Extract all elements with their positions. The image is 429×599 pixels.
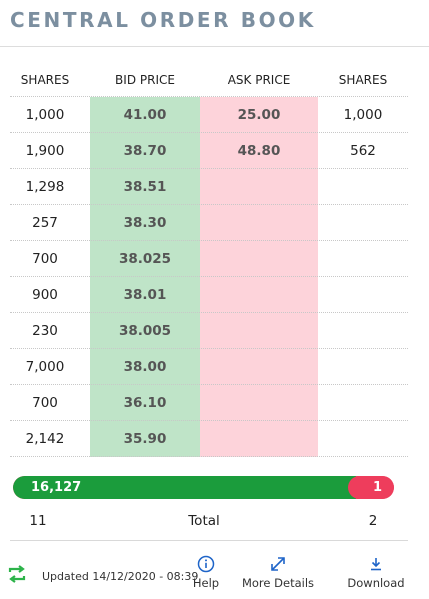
ask-shares-cell (318, 205, 408, 241)
page-title: CENTRAL ORDER BOOK (10, 8, 316, 32)
table-row: 1,900 38.70 48.80 562 (10, 133, 408, 169)
bid-price-cell: 38.005 (118, 323, 172, 339)
header-bid-shares: SHARES (20, 73, 70, 87)
more-details-button[interactable]: More Details (240, 555, 316, 590)
total-label: Total (188, 513, 220, 529)
ask-volume-bar (348, 476, 394, 499)
totals-divider (10, 540, 408, 541)
help-label: Help (192, 576, 220, 590)
bid-price-cell: 36.10 (123, 395, 167, 411)
updated-timestamp: Updated 14/12/2020 - 08:39 (42, 570, 199, 583)
bid-price-cell: 35.90 (123, 431, 167, 447)
ask-price-column-bg (200, 97, 318, 457)
download-icon (371, 558, 381, 571)
download-button[interactable]: Download (344, 555, 408, 590)
ask-price-cell (200, 349, 318, 385)
ask-shares-cell (318, 313, 408, 349)
bid-shares-cell: 2,142 (25, 431, 65, 447)
ask-order-count: 2 (368, 513, 378, 529)
table-row: 1,298 38.51 (10, 169, 408, 205)
table-row: 2,142 35.90 (10, 421, 408, 457)
ask-shares-cell (318, 421, 408, 457)
ask-shares-cell (318, 169, 408, 205)
help-button[interactable]: Help (184, 555, 228, 590)
bid-price-column-bg (90, 97, 200, 457)
bid-shares-cell: 700 (32, 395, 58, 411)
download-label: Download (347, 576, 405, 590)
expand-icon (271, 557, 285, 571)
ask-price-cell (200, 313, 318, 349)
bid-shares-cell: 700 (32, 251, 58, 267)
bid-price-cell: 41.00 (123, 107, 167, 123)
ask-price-cell (200, 241, 318, 277)
table-row: 1,000 41.00 25.00 1,000 (10, 97, 408, 133)
bid-price-cell: 38.30 (123, 215, 167, 231)
bid-price-cell: 38.01 (123, 287, 167, 303)
bid-volume-bar (13, 476, 356, 499)
bid-shares-cell: 1,298 (25, 179, 65, 195)
table-row: 230 38.005 (10, 313, 408, 349)
info-icon (197, 555, 215, 573)
ask-shares-cell (318, 349, 408, 385)
ask-price-cell (200, 421, 318, 457)
header-bid-price: BID PRICE (115, 73, 175, 87)
bid-price-cell: 38.00 (123, 359, 167, 375)
table-row: 700 38.025 (10, 241, 408, 277)
ask-shares-cell (318, 385, 408, 421)
ask-price-cell: 25.00 (237, 107, 281, 123)
header-divider (10, 96, 408, 97)
bid-shares-cell: 257 (32, 215, 58, 231)
header-ask-shares: SHARES (338, 73, 388, 87)
table-row: 700 36.10 (10, 385, 408, 421)
ask-volume-total: 1 (372, 480, 382, 495)
ask-shares-cell: 562 (350, 143, 376, 159)
title-divider (0, 46, 429, 47)
more-details-label: More Details (241, 576, 315, 590)
bid-order-count: 11 (29, 513, 47, 529)
bid-volume-total: 16,127 (31, 480, 82, 495)
ask-price-cell: 48.80 (237, 143, 281, 159)
bid-price-cell: 38.70 (123, 143, 167, 159)
ask-shares-cell (318, 241, 408, 277)
bid-shares-cell: 230 (32, 323, 58, 339)
volume-summary-bar: 16,127 1 (13, 476, 394, 499)
table-row: 257 38.30 (10, 205, 408, 241)
ask-shares-cell: 1,000 (343, 107, 383, 123)
ask-price-cell (200, 205, 318, 241)
bid-shares-cell: 1,900 (25, 143, 65, 159)
refresh-icon[interactable] (6, 563, 28, 585)
table-row: 7,000 38.00 (10, 349, 408, 385)
bid-price-cell: 38.51 (123, 179, 167, 195)
ask-price-cell (200, 169, 318, 205)
ask-price-cell (200, 385, 318, 421)
bid-shares-cell: 7,000 (25, 359, 65, 375)
ask-price-cell (200, 277, 318, 313)
bid-price-cell: 38.025 (118, 251, 172, 267)
header-ask-price: ASK PRICE (227, 73, 291, 87)
table-row: 900 38.01 (10, 277, 408, 313)
ask-shares-cell (318, 277, 408, 313)
bid-shares-cell: 900 (32, 287, 58, 303)
bid-shares-cell: 1,000 (25, 107, 65, 123)
